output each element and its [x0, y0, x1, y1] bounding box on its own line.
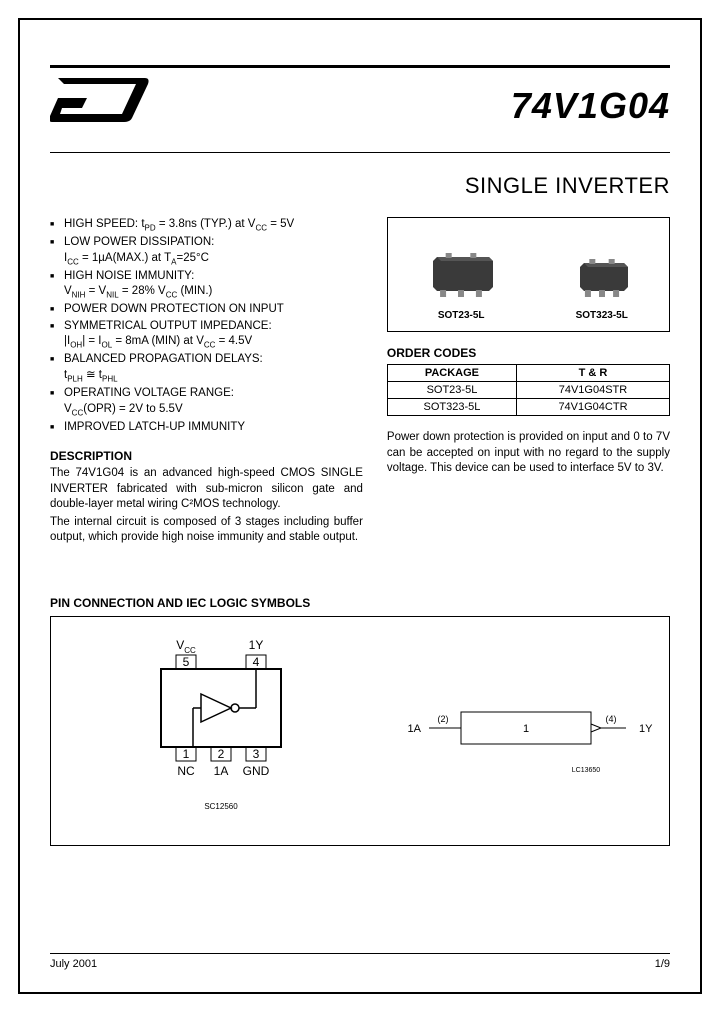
- feature-text: SYMMETRICAL OUTPUT IMPEDANCE:|IOH| = IOL…: [64, 319, 363, 352]
- pin-diagram-box: VCC 1Y 5 4 1 2: [50, 616, 670, 846]
- bullet-icon: ■: [50, 235, 64, 268]
- bullet-icon: ■: [50, 269, 64, 302]
- table-header: PACKAGE: [387, 365, 516, 382]
- description-heading: DESCRIPTION: [50, 449, 363, 463]
- order-codes-table: PACKAGET & R SOT23-5L74V1G04STRSOT323-5L…: [387, 364, 670, 416]
- feature-text: OPERATING VOLTAGE RANGE:VCC(OPR) = 2V to…: [64, 386, 363, 419]
- top-rule: [50, 65, 670, 68]
- subtitle: SINGLE INVERTER: [50, 173, 670, 199]
- table-cell: 74V1G04CTR: [516, 399, 669, 416]
- feature-item: ■LOW POWER DISSIPATION:ICC = 1µA(MAX.) a…: [50, 235, 363, 268]
- page-footer: July 2001 1/9: [50, 953, 670, 970]
- feature-item: ■OPERATING VOLTAGE RANGE:VCC(OPR) = 2V t…: [50, 386, 363, 419]
- pin-top-label-vcc: VCC: [176, 638, 196, 655]
- pin-diagram-svg: VCC 1Y 5 4 1 2: [51, 617, 671, 845]
- feature-text: HIGH SPEED: tPD = 3.8ns (TYP.) at VCC = …: [64, 217, 363, 234]
- feature-text: POWER DOWN PROTECTION ON INPUT: [64, 302, 363, 318]
- bullet-icon: ■: [50, 302, 64, 318]
- feature-list: ■HIGH SPEED: tPD = 3.8ns (TYP.) at VCC =…: [50, 217, 363, 435]
- feature-item: ■SYMMETRICAL OUTPUT IMPEDANCE:|IOH| = IO…: [50, 319, 363, 352]
- table-cell: SOT23-5L: [387, 382, 516, 399]
- feature-text: BALANCED PROPAGATION DELAYS:tPLH ≅ tPHL: [64, 352, 363, 385]
- table-row: SOT23-5L74V1G04STR: [387, 382, 669, 399]
- pin-top-label-1y: 1Y: [249, 638, 264, 652]
- feature-item: ■POWER DOWN PROTECTION ON INPUT: [50, 302, 363, 318]
- st-logo: [50, 70, 150, 130]
- package-label: SOT323-5L: [570, 310, 634, 321]
- chip-icon: [570, 259, 634, 299]
- pin-box-4: 4: [253, 655, 260, 669]
- feature-item: ■IMPROVED LATCH-UP IMMUNITY: [50, 420, 363, 436]
- footer-page: 1/9: [655, 958, 670, 970]
- iec-center-label: 1: [523, 723, 529, 735]
- power-down-paragraph: Power down protection is provided on inp…: [387, 430, 670, 477]
- table-header: T & R: [516, 365, 669, 382]
- feature-text: IMPROVED LATCH-UP IMMUNITY: [64, 420, 363, 436]
- feature-item: ■HIGH SPEED: tPD = 3.8ns (TYP.) at VCC =…: [50, 217, 363, 234]
- table-cell: SOT323-5L: [387, 399, 516, 416]
- table-row: SOT323-5L74V1G04CTR: [387, 399, 669, 416]
- bullet-icon: ■: [50, 217, 64, 234]
- feature-text: LOW POWER DISSIPATION:ICC = 1µA(MAX.) at…: [64, 235, 363, 268]
- description-p1: The 74V1G04 is an advanced high-speed CM…: [50, 466, 363, 513]
- bullet-icon: ■: [50, 420, 64, 436]
- iec-label-1a: 1A: [408, 723, 422, 735]
- pin-bottom-label-nc: NC: [177, 764, 195, 778]
- chip-icon: [423, 253, 499, 299]
- pin-box-3: 3: [253, 747, 260, 761]
- iec-pin-4: (4): [606, 714, 617, 724]
- pin-connection-heading: PIN CONNECTION AND IEC LOGIC SYMBOLS: [50, 596, 670, 610]
- main-columns: ■HIGH SPEED: tPD = 3.8ns (TYP.) at VCC =…: [50, 217, 670, 546]
- header-underline: [50, 152, 670, 153]
- right-column: SOT23-5LSOT323-5L ORDER CODES PACKAGET &…: [387, 217, 670, 546]
- bullet-icon: ■: [50, 319, 64, 352]
- part-number: 74V1G04: [511, 85, 670, 127]
- pin-bottom-label-gnd: GND: [243, 764, 270, 778]
- feature-item: ■BALANCED PROPAGATION DELAYS:tPLH ≅ tPHL: [50, 352, 363, 385]
- datasheet-page: 74V1G04 SINGLE INVERTER ■HIGH SPEED: tPD…: [18, 18, 702, 994]
- pin-bottom-label-1a: 1A: [214, 764, 229, 778]
- description-p2: The internal circuit is composed of 3 st…: [50, 515, 363, 546]
- footer-date: July 2001: [50, 958, 97, 970]
- diagram-code-left: SC12560: [204, 802, 238, 811]
- pin-box-1: 1: [183, 747, 190, 761]
- left-column: ■HIGH SPEED: tPD = 3.8ns (TYP.) at VCC =…: [50, 217, 363, 546]
- iec-label-1y: 1Y: [639, 723, 653, 735]
- header: 74V1G04: [50, 75, 670, 145]
- table-cell: 74V1G04STR: [516, 382, 669, 399]
- package-sot323-5l: SOT323-5L: [570, 259, 634, 321]
- feature-item: ■HIGH NOISE IMMUNITY:VNIH = VNIL = 28% V…: [50, 269, 363, 302]
- diagram-code-right: LC13650: [572, 767, 601, 774]
- package-sot23-5l: SOT23-5L: [423, 253, 499, 321]
- bullet-icon: ■: [50, 386, 64, 419]
- iec-pin-2: (2): [438, 714, 449, 724]
- package-diagram-box: SOT23-5L SOT323-5L: [387, 217, 670, 332]
- feature-text: HIGH NOISE IMMUNITY:VNIH = VNIL = 28% VC…: [64, 269, 363, 302]
- pin-box-2: 2: [218, 747, 225, 761]
- bullet-icon: ■: [50, 352, 64, 385]
- order-codes-heading: ORDER CODES: [387, 346, 670, 360]
- pin-box-5: 5: [183, 655, 190, 669]
- package-label: SOT23-5L: [423, 310, 499, 321]
